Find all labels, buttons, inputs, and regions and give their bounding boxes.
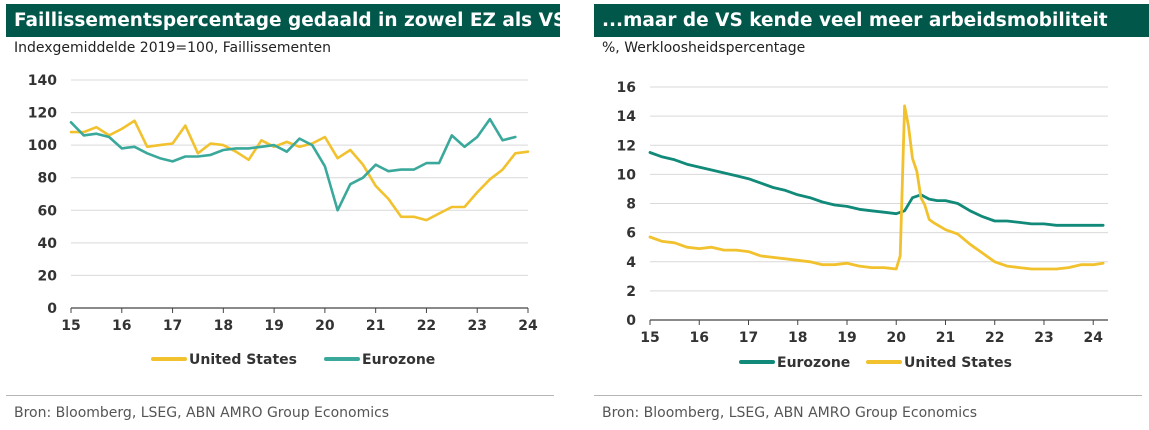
series-line-eurozone	[648, 151, 1105, 227]
x-tick-label: 21	[936, 330, 955, 346]
x-tick-label: 23	[467, 318, 486, 334]
x-tick-label: 24	[1083, 330, 1103, 346]
series-line-united-states	[69, 119, 530, 222]
y-tick-label: 120	[28, 106, 57, 122]
source-note: Bron: Bloomberg, LSEG, ABN AMRO Group Ec…	[14, 405, 390, 421]
x-tick-label: 15	[61, 318, 80, 334]
y-tick-label: 12	[617, 138, 636, 154]
y-tick-label: 140	[28, 73, 57, 89]
x-tick-label: 20	[315, 318, 335, 334]
y-tick-label: 4	[626, 255, 636, 271]
right-chart-panel: ...maar de VS kende veel meer arbeidsmob…	[588, 0, 1149, 430]
y-tick-label: 20	[38, 268, 58, 284]
y-tick-label: 80	[38, 171, 58, 187]
x-tick-label: 19	[837, 330, 856, 346]
x-tick-label: 23	[1034, 330, 1053, 346]
x-tick-label: 17	[163, 318, 182, 334]
series-line-eurozone	[69, 117, 517, 212]
y-tick-label: 0	[626, 313, 636, 329]
x-tick-label: 22	[417, 318, 436, 334]
x-tick-label: 18	[214, 318, 233, 334]
source-divider	[6, 395, 554, 396]
y-tick-label: 0	[47, 301, 57, 317]
chart-subtitle: %, Werkloosheidspercentage	[602, 40, 806, 56]
x-tick-label: 22	[985, 330, 1004, 346]
chart-title: ...maar de VS kende veel meer arbeidsmob…	[594, 4, 1149, 37]
source-divider	[594, 395, 1142, 396]
x-tick-label: 20	[886, 330, 906, 346]
chart-title: Faillissementspercentage gedaald in zowe…	[6, 4, 560, 37]
source-note: Bron: Bloomberg, LSEG, ABN AMRO Group Ec…	[602, 405, 978, 421]
legend-label: United States	[189, 352, 297, 368]
legend-label: Eurozone	[362, 352, 435, 368]
legend-label: United States	[904, 355, 1012, 371]
x-tick-label: 21	[366, 318, 385, 334]
y-tick-label: 10	[617, 167, 637, 183]
x-tick-label: 24	[518, 318, 538, 334]
y-tick-label: 8	[626, 197, 636, 213]
y-tick-label: 2	[626, 284, 636, 300]
left-chart-panel: Faillissementspercentage gedaald in zowe…	[0, 0, 560, 430]
y-tick-label: 6	[626, 226, 636, 242]
chart-subtitle: Indexgemiddelde 2019=100, Faillissemente…	[14, 40, 331, 56]
x-tick-label: 15	[640, 330, 659, 346]
bankruptcy-chart: 0 20 40 60 80 100 120 140 15 16 17 18 19 20 21 22 23 24 Un…	[28, 73, 538, 368]
y-tick-label: 60	[38, 203, 58, 219]
y-tick-label: 40	[38, 236, 58, 252]
y-tick-label: 16	[617, 80, 636, 96]
series-line-united-states	[648, 104, 1105, 271]
x-tick-label: 18	[788, 330, 807, 346]
x-tick-label: 16	[690, 330, 709, 346]
y-tick-label: 14	[617, 109, 637, 125]
legend-label: Eurozone	[777, 355, 850, 371]
x-tick-label: 16	[112, 318, 131, 334]
y-tick-label: 100	[28, 138, 57, 154]
x-tick-label: 19	[264, 318, 283, 334]
x-tick-label: 17	[739, 330, 758, 346]
